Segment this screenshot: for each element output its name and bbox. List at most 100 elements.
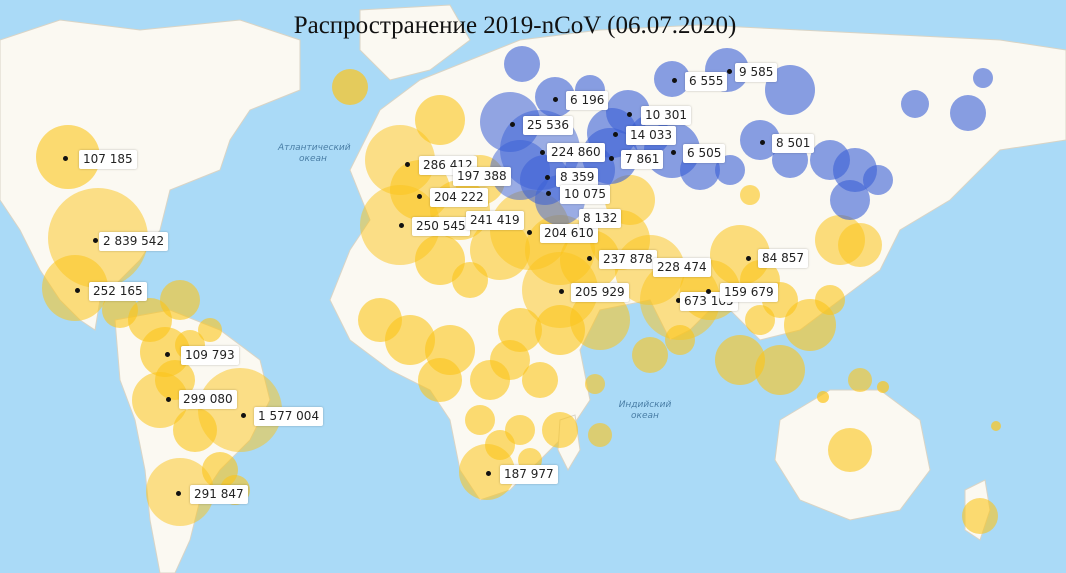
marker-dot[interactable] xyxy=(166,397,171,402)
case-circle[interactable] xyxy=(828,428,872,472)
case-label-region-3[interactable]: 8 132 xyxy=(579,209,622,228)
marker-dot[interactable] xyxy=(587,256,592,261)
case-circle[interactable] xyxy=(415,95,465,145)
marker-dot[interactable] xyxy=(241,413,246,418)
marker-dot[interactable] xyxy=(613,132,618,137)
marker-dot[interactable] xyxy=(672,78,677,83)
marker-dot[interactable] xyxy=(165,352,170,357)
case-label-pakistan[interactable]: 228 474 xyxy=(653,258,711,277)
case-label-south-africa[interactable]: 187 977 xyxy=(500,465,558,484)
marker-dot[interactable] xyxy=(93,238,98,243)
case-circle[interactable] xyxy=(973,68,993,88)
case-label-moscow[interactable]: 224 860 xyxy=(547,143,605,162)
marker-dot[interactable] xyxy=(486,471,491,476)
case-label-region-5[interactable]: 10 301 xyxy=(641,106,691,125)
case-circle[interactable] xyxy=(863,165,893,195)
case-circle[interactable] xyxy=(632,337,668,373)
case-circle[interactable] xyxy=(950,95,986,131)
case-circle[interactable] xyxy=(715,335,765,385)
case-circle[interactable] xyxy=(570,290,630,350)
case-label-spain[interactable]: 250 545 xyxy=(412,217,470,236)
case-label-usa-east[interactable]: 107 185 xyxy=(79,150,137,169)
case-label-saudi-arabia[interactable]: 205 929 xyxy=(571,283,629,302)
case-circle[interactable] xyxy=(585,374,605,394)
marker-dot[interactable] xyxy=(176,491,181,496)
marker-dot[interactable] xyxy=(609,156,614,161)
marker-dot[interactable] xyxy=(63,156,68,161)
case-label-mexico[interactable]: 252 165 xyxy=(89,282,147,301)
case-circle[interactable] xyxy=(173,408,217,452)
marker-dot[interactable] xyxy=(706,289,711,294)
marker-dot[interactable] xyxy=(553,97,558,102)
case-label-region-4[interactable]: 6 196 xyxy=(566,91,609,110)
case-circle[interactable] xyxy=(522,362,558,398)
marker-dot[interactable] xyxy=(510,122,515,127)
case-label-chile[interactable]: 291 847 xyxy=(190,485,248,504)
case-circle[interactable] xyxy=(877,381,889,393)
case-circle[interactable] xyxy=(490,340,530,380)
case-circle[interactable] xyxy=(755,345,805,395)
case-label-region-2[interactable]: 10 075 xyxy=(560,185,610,204)
marker-dot[interactable] xyxy=(75,288,80,293)
marker-dot[interactable] xyxy=(540,150,545,155)
marker-dot[interactable] xyxy=(417,194,422,199)
case-label-turkey[interactable]: 204 610 xyxy=(540,224,598,243)
case-circle[interactable] xyxy=(838,223,882,267)
case-circle[interactable] xyxy=(815,285,845,315)
case-circle[interactable] xyxy=(830,180,870,220)
case-label-region-10[interactable]: 8 501 xyxy=(772,134,815,153)
case-circle[interactable] xyxy=(817,391,829,403)
marker-dot[interactable] xyxy=(545,175,550,180)
marker-dot[interactable] xyxy=(671,150,676,155)
case-circle[interactable] xyxy=(991,421,1001,431)
case-circle[interactable] xyxy=(504,46,540,82)
case-label-colombia[interactable]: 109 793 xyxy=(181,346,239,365)
case-label-france-2[interactable]: 204 222 xyxy=(430,188,488,207)
marker-dot[interactable] xyxy=(760,140,765,145)
case-circle[interactable] xyxy=(765,65,815,115)
case-label-peru[interactable]: 299 080 xyxy=(179,390,237,409)
case-circle[interactable] xyxy=(36,125,100,189)
case-label-russia-nw[interactable]: 25 536 xyxy=(523,116,573,135)
marker-dot[interactable] xyxy=(727,69,732,74)
case-label-bangladesh[interactable]: 159 679 xyxy=(720,283,778,302)
case-circle[interactable] xyxy=(588,423,612,447)
marker-dot[interactable] xyxy=(527,230,532,235)
case-circle[interactable] xyxy=(332,69,368,105)
case-label-region-1[interactable]: 8 359 xyxy=(556,168,599,187)
case-label-usa[interactable]: 2 839 542 xyxy=(99,232,169,251)
case-circle[interactable] xyxy=(160,280,200,320)
case-circle[interactable] xyxy=(848,368,872,392)
case-circle[interactable] xyxy=(132,372,188,428)
case-circle[interactable] xyxy=(465,405,495,435)
marker-dot[interactable] xyxy=(559,289,564,294)
case-label-china[interactable]: 84 857 xyxy=(758,249,808,268)
case-circle[interactable] xyxy=(415,235,465,285)
case-circle[interactable] xyxy=(385,315,435,365)
case-circle[interactable] xyxy=(745,305,775,335)
case-label-region-8[interactable]: 6 555 xyxy=(685,72,728,91)
case-label-region-11[interactable]: 6 505 xyxy=(683,144,726,163)
case-circle[interactable] xyxy=(485,430,515,460)
case-circle[interactable] xyxy=(740,185,760,205)
case-label-iran[interactable]: 237 878 xyxy=(599,250,657,269)
marker-dot[interactable] xyxy=(399,223,404,228)
case-label-brazil[interactable]: 1 577 004 xyxy=(254,407,324,426)
marker-dot[interactable] xyxy=(746,256,751,261)
case-circle[interactable] xyxy=(962,498,998,534)
case-label-france[interactable]: 197 388 xyxy=(453,167,511,186)
marker-dot[interactable] xyxy=(627,112,632,117)
case-circle[interactable] xyxy=(542,412,578,448)
case-circle[interactable] xyxy=(418,358,462,402)
case-circle[interactable] xyxy=(535,305,585,355)
case-label-italy[interactable]: 241 419 xyxy=(466,211,524,230)
marker-dot[interactable] xyxy=(676,298,681,303)
case-circle[interactable] xyxy=(665,325,695,355)
case-circle[interactable] xyxy=(198,368,282,452)
marker-dot[interactable] xyxy=(405,162,410,167)
case-circle[interactable] xyxy=(901,90,929,118)
case-circle[interactable] xyxy=(198,318,222,342)
case-label-region-7[interactable]: 7 861 xyxy=(621,150,664,169)
case-label-region-6[interactable]: 14 033 xyxy=(626,126,676,145)
